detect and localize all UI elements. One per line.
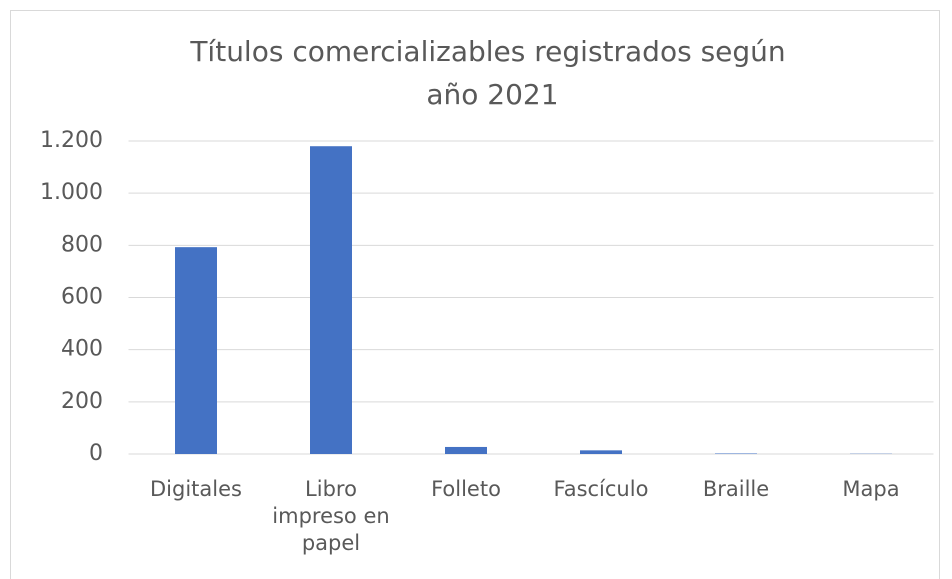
x-tick-label: Digitales [150, 477, 242, 501]
x-tick-label: Fascículo [553, 477, 649, 501]
y-tick-label: 400 [61, 337, 103, 362]
bar [715, 453, 757, 454]
x-tick-label: Folleto [431, 477, 501, 501]
y-tick-label: 1.000 [40, 180, 103, 205]
x-tick-label: Libro impreso en papel [272, 477, 390, 555]
bar [445, 446, 487, 454]
bar [310, 146, 352, 454]
y-tick-label: 600 [61, 285, 103, 310]
y-tick-label: 1.200 [40, 128, 103, 153]
x-tick-label: Braille [702, 477, 770, 501]
chart-title: Títulos comercializables registrados seg… [189, 35, 785, 111]
y-tick-label: 800 [61, 232, 103, 257]
y-tick-label: 0 [89, 441, 103, 466]
bar [580, 450, 622, 454]
chart-frame [10, 10, 940, 579]
x-tick-label: Mapa [842, 477, 900, 501]
y-tick-label: 200 [61, 389, 103, 414]
bar [175, 247, 217, 454]
